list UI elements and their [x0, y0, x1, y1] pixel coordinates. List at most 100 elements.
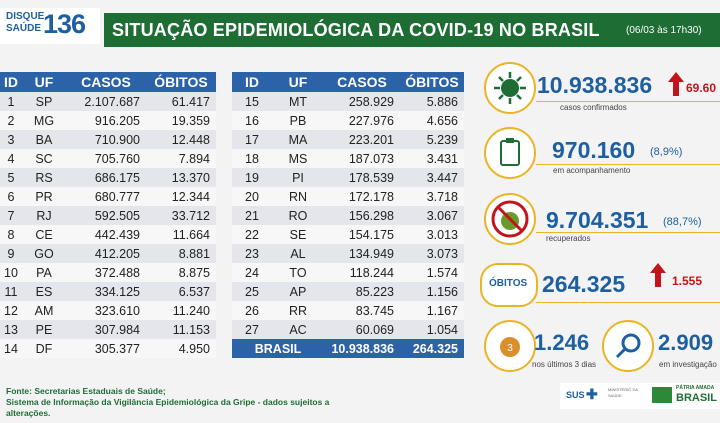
divider: [536, 302, 720, 303]
cases-table-right: ID UF CASOS ÓBITOS 15 MT 258.929 5.886 16 PB 2…: [232, 72, 464, 358]
table-row: 19 PI 178.539 3.447: [232, 168, 464, 187]
disque-saude-logo: DISQUE SAÚDE 136: [0, 8, 100, 44]
cell-id: 11: [0, 282, 22, 301]
cell-obitos: 11.240: [146, 301, 216, 320]
cell-id: 12: [0, 301, 22, 320]
cell-uf: PB: [272, 111, 324, 130]
cell-casos: 442.439: [66, 225, 146, 244]
cell-casos: 305.377: [66, 339, 146, 358]
cell-uf: AM: [22, 301, 66, 320]
cell-uf: AP: [272, 282, 324, 301]
cell-casos: 705.760: [66, 149, 146, 168]
cell-uf: PI: [272, 168, 324, 187]
table-row: 1 SP 2.107.687 61.417: [0, 92, 216, 111]
table-row: 18 MS 187.073 3.431: [232, 149, 464, 168]
calendar-icon: 3: [484, 320, 536, 372]
sus-cross-icon: ✚: [586, 386, 598, 402]
monitoring-label: em acompanhamento: [553, 166, 631, 175]
cell-uf: CE: [22, 225, 66, 244]
cell-id: 25: [232, 282, 272, 301]
cell-id: 17: [232, 130, 272, 149]
cell-id: 7: [0, 206, 22, 225]
footer-line2: Sistema de Informação da Vigilância Epid…: [6, 397, 330, 407]
cell-uf: RN: [272, 187, 324, 206]
cell-obitos: 1.054: [400, 320, 464, 339]
cell-obitos: 3.447: [400, 168, 464, 187]
cell-obitos: 8.875: [146, 263, 216, 282]
cell-uf: SE: [272, 225, 324, 244]
cell-casos: 334.125: [66, 282, 146, 301]
table-row: 12 AM 323.610 11.240: [0, 301, 216, 320]
col-casos: CASOS: [324, 72, 400, 92]
table-row: 5 RS 686.175 13.370: [0, 168, 216, 187]
gov-top-label: PÁTRIA AMADA: [676, 385, 715, 391]
up-arrow-stem: [673, 82, 679, 96]
cell-id: 26: [232, 301, 272, 320]
table-row: 23 AL 134.949 3.073: [232, 244, 464, 263]
cell-casos: 412.205: [66, 244, 146, 263]
cell-casos: 323.610: [66, 301, 146, 320]
cell-uf: MT: [272, 92, 324, 111]
cell-id: 15: [232, 92, 272, 111]
cell-obitos: 3.067: [400, 206, 464, 225]
cell-casos: 187.073: [324, 149, 400, 168]
table-row: 22 SE 154.175 3.013: [232, 225, 464, 244]
cell-obitos: 3.073: [400, 244, 464, 263]
cell-uf: PE: [22, 320, 66, 339]
table-row: 15 MT 258.929 5.886: [232, 92, 464, 111]
logo-number: 136: [43, 9, 86, 39]
table-row: 9 GO 412.205 8.881: [0, 244, 216, 263]
cell-obitos: 5.886: [400, 92, 464, 111]
cell-casos: 258.929: [324, 92, 400, 111]
footer-line1: Fonte: Secretarias Estaduais de Saúde;: [6, 386, 166, 396]
table-row: 24 TO 118.244 1.574: [232, 263, 464, 282]
col-obitos: ÓBITOS: [146, 72, 216, 92]
cell-obitos: 1.167: [400, 301, 464, 320]
confirmed-increase: 69.60: [686, 81, 717, 95]
cell-uf: MS: [272, 149, 324, 168]
table-row: 17 MA 223.201 5.239: [232, 130, 464, 149]
table-row: 20 RN 172.178 3.718: [232, 187, 464, 206]
table-row: 4 SC 705.760 7.894: [0, 149, 216, 168]
cell-uf: TO: [272, 263, 324, 282]
total-label: BRASIL: [232, 339, 324, 358]
cell-casos: 223.201: [324, 130, 400, 149]
cell-uf: GO: [22, 244, 66, 263]
cell-casos: 710.900: [66, 130, 146, 149]
cell-uf: SC: [22, 149, 66, 168]
cell-obitos: 11.664: [146, 225, 216, 244]
cell-id: 21: [232, 206, 272, 225]
cell-casos: 2.107.687: [66, 92, 146, 111]
cell-obitos: 8.881: [146, 244, 216, 263]
cell-id: 22: [232, 225, 272, 244]
deaths-value: 264.325: [542, 271, 626, 297]
cell-casos: 85.223: [324, 282, 400, 301]
cell-id: 23: [232, 244, 272, 263]
deaths-increase: 1.555: [672, 274, 703, 288]
col-obitos: ÓBITOS: [400, 72, 464, 92]
cell-id: 4: [0, 149, 22, 168]
table-row: 8 CE 442.439 11.664: [0, 225, 216, 244]
cell-obitos: 61.417: [146, 92, 216, 111]
recovered-pct: (88,7%): [663, 216, 702, 228]
clipboard-icon: [484, 127, 536, 179]
divider: [536, 232, 720, 233]
cell-casos: 592.505: [66, 206, 146, 225]
col-id: ID: [0, 72, 22, 92]
table-row: 16 PB 227.976 4.656: [232, 111, 464, 130]
footer-source: Fonte: Secretarias Estaduais de Saúde; S…: [6, 386, 366, 419]
cell-uf: RJ: [22, 206, 66, 225]
confirmed-label: casos confirmados: [560, 103, 627, 112]
table-row: 2 MG 916.205 19.359: [0, 111, 216, 130]
cell-id: 16: [232, 111, 272, 130]
last3-value: 1.246: [534, 330, 590, 355]
cell-id: 1: [0, 92, 22, 111]
confirmed-value: 10.938.836: [537, 72, 653, 98]
cell-id: 3: [0, 130, 22, 149]
cell-uf: SP: [22, 92, 66, 111]
col-id: ID: [232, 72, 272, 92]
cell-obitos: 3.718: [400, 187, 464, 206]
cell-casos: 916.205: [66, 111, 146, 130]
total-obitos: 264.325: [400, 339, 464, 358]
cell-uf: AL: [272, 244, 324, 263]
